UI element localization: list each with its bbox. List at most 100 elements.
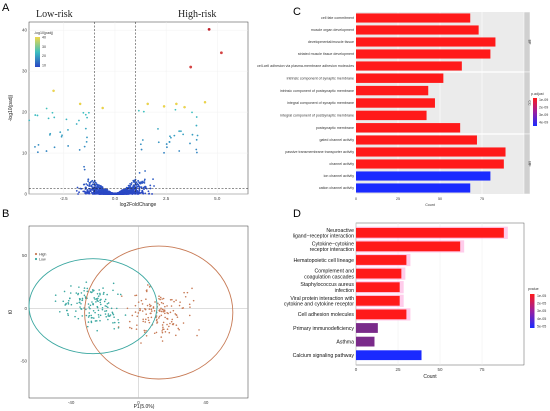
pca-point-low (91, 301, 93, 303)
pca-ellipse-low (28, 258, 158, 355)
volcano-point (37, 143, 40, 146)
pca-point-high (166, 328, 169, 331)
volcano-point (84, 127, 87, 130)
volcano-y-tick-label: 0 (24, 192, 27, 197)
volcano-point (90, 188, 92, 191)
kegg-pathway-label: Calcium signaling pathway (293, 353, 355, 359)
pca-point-high (170, 320, 173, 323)
pca-point-low (67, 301, 69, 304)
volcano-point (49, 132, 52, 135)
pca-point-high (150, 304, 152, 307)
volcano-point (86, 184, 89, 187)
kegg-pathway-label: Complement and coagulation cascades (304, 269, 354, 281)
volcano-point (170, 136, 172, 139)
volcano-point (180, 130, 182, 133)
volcano-point (196, 134, 199, 137)
pca-point-high (146, 304, 149, 307)
volcano-point (117, 192, 120, 195)
go-enrichment-barplot: cell fate commitment muscle organ develop… (257, 11, 548, 207)
pca-point-high (158, 297, 160, 300)
go-term-label: intrinsic component of synaptic membrane (287, 76, 354, 80)
volcano-point (101, 191, 104, 194)
volcano-point (47, 117, 50, 120)
volcano-point (129, 186, 132, 189)
pca-point-low (54, 294, 57, 296)
volcano-point (144, 170, 146, 172)
go-bar (356, 98, 435, 108)
pca-point-low (81, 299, 83, 302)
volcano-point (130, 182, 133, 184)
kegg-legend-tick: 5e-05 (537, 324, 546, 328)
volcano-point (157, 141, 160, 144)
volcano-point (86, 136, 88, 139)
volcano-point (84, 188, 87, 190)
pca-point-high (164, 331, 167, 333)
volcano-point (95, 191, 98, 193)
volcano-point (82, 183, 85, 186)
volcano-point (131, 192, 134, 195)
kegg-x-tick-label: 0 (355, 367, 358, 372)
volcano-point (87, 180, 90, 183)
kegg-legend-title: pvalue (528, 287, 539, 291)
volcano-point (191, 111, 193, 114)
go-x-tick-label: 75 (480, 197, 484, 201)
volcano-point (45, 150, 48, 152)
pca-point-low (67, 299, 70, 302)
pca-point-low (113, 321, 116, 324)
volcano-y-axis-label: -log10(padj) (8, 94, 14, 121)
pca-point-high (148, 308, 151, 310)
volcano-point (125, 186, 128, 189)
pca-point-high (175, 324, 178, 326)
pca-point-high (174, 313, 177, 315)
pca-point-low (85, 281, 88, 283)
pca-point-high (175, 299, 177, 301)
volcano-point (166, 146, 168, 149)
pca-point-high (161, 308, 164, 311)
pca-point-low (88, 306, 90, 308)
pca-point-high (155, 331, 158, 334)
pca-point-high (160, 301, 163, 304)
volcano-x-tick-label: -2.5 (60, 196, 68, 201)
pca-point-high (148, 321, 151, 324)
go-term-label: cell-cell adhesion via plasma-membrane a… (257, 64, 354, 68)
pca-point-high (161, 298, 163, 300)
volcano-point (142, 187, 145, 190)
go-bar (356, 110, 427, 121)
volcano-point (51, 111, 54, 114)
volcano-point (195, 138, 198, 141)
pca-point-high (152, 306, 155, 308)
volcano-highlight-point (219, 51, 223, 55)
volcano-point (92, 186, 95, 189)
pca-point-high (134, 304, 137, 307)
pca-point-low (85, 308, 87, 311)
pca-point-high (182, 322, 185, 324)
volcano-point (65, 118, 68, 121)
volcano-point (135, 184, 138, 186)
volcano-point (134, 190, 137, 193)
panel-letter-b: B (2, 208, 9, 220)
kegg-legend-tick: 2e-05 (537, 302, 546, 306)
volcano-point (138, 189, 141, 192)
pca-point-low (106, 293, 108, 296)
volcano-point (130, 191, 132, 194)
pca-point-low (80, 292, 83, 294)
volcano-point (92, 191, 95, 194)
pca-point-low (93, 289, 95, 292)
volcano-x-tick-label: 2.5 (163, 196, 170, 201)
volcano-point (182, 133, 185, 136)
go-facet-label: BP (527, 40, 531, 45)
pca-point-high (145, 298, 147, 301)
kegg-pathway-label: Cytokine−cytokine receptor interaction (310, 241, 355, 253)
go-term-label: developmental/muscle tissue (308, 40, 354, 44)
volcano-point (78, 149, 81, 151)
pca-point-high (131, 314, 134, 317)
volcano-point (174, 108, 177, 111)
go-bar (356, 183, 471, 193)
pca-point-high (161, 324, 164, 326)
volcano-point (144, 185, 147, 188)
go-bar (356, 49, 491, 59)
pca-point-high (167, 312, 169, 315)
go-bar (356, 159, 504, 169)
panel-letter-a: A (2, 2, 10, 14)
pca-point-high (188, 314, 191, 317)
